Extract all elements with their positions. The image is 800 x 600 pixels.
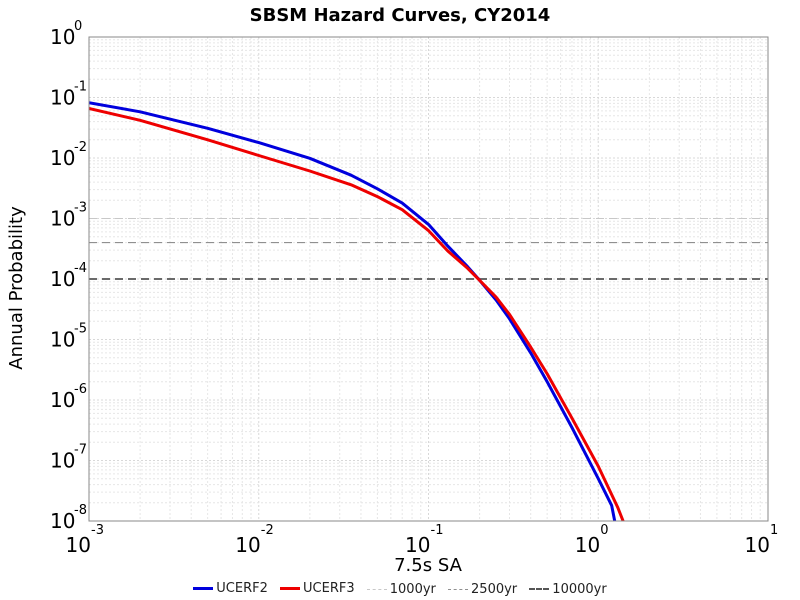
series-line-ucerf2	[89, 101, 617, 521]
legend-item-ucerf2: UCERF2	[193, 581, 268, 596]
legend-swatch-1000yr	[366, 589, 387, 590]
y-tick-base: 10	[50, 388, 75, 412]
legend-swatch-2500yr	[448, 589, 469, 590]
y-axis-label: Annual Probability	[6, 206, 27, 370]
x-tick-base: 10	[235, 533, 260, 557]
y-tick-label: 10-2	[50, 140, 87, 170]
plot-border	[88, 36, 769, 522]
legend-item-1000yr: 1000yr	[366, 582, 436, 597]
y-tick-base: 10	[50, 207, 75, 231]
x-tick-exponent: 1	[770, 523, 778, 538]
x-tick-exponent: -3	[91, 523, 104, 538]
x-tick-exponent: -2	[261, 523, 274, 538]
y-tick-exponent: -3	[74, 201, 87, 216]
y-tick-label: 10-1	[50, 80, 87, 110]
legend-swatch-ucerf2	[193, 587, 214, 590]
x-axis-label: 7.5s SA	[394, 555, 462, 576]
y-tick-base: 10	[50, 267, 75, 291]
y-tick-label: 10-8	[50, 503, 87, 533]
legend-label-ucerf2: UCERF2	[216, 581, 268, 596]
legend-label-ucerf3: UCERF3	[303, 581, 355, 596]
y-tick-base: 10	[50, 328, 75, 352]
legend-label-1000yr: 1000yr	[389, 582, 436, 597]
x-tick-base: 10	[745, 533, 770, 557]
y-tick-exponent: 0	[74, 19, 82, 34]
y-tick-label: 10-7	[50, 443, 87, 473]
legend-swatch-10000yr	[529, 588, 550, 590]
y-tick-exponent: -1	[74, 80, 87, 95]
y-tick-label: 10-6	[50, 382, 87, 412]
y-tick-label: 10-3	[50, 201, 87, 231]
legend-item-2500yr: 2500yr	[448, 582, 517, 597]
y-tick-label: 10-4	[50, 261, 87, 291]
legend-item-10000yr: 10000yr	[529, 581, 607, 597]
y-tick-base: 10	[50, 509, 75, 533]
series-line-ucerf3	[89, 106, 625, 521]
y-tick-exponent: -6	[74, 382, 87, 397]
y-tick-base: 10	[50, 449, 75, 473]
series-group	[89, 101, 625, 521]
legend-label-2500yr: 2500yr	[471, 582, 518, 597]
legend-swatch-ucerf3	[280, 587, 301, 590]
y-tick-label: 10-5	[50, 322, 87, 352]
y-tick-exponent: -2	[74, 140, 87, 155]
x-tick-label: 10-1	[405, 523, 443, 557]
chart-legend: UCERF2 UCERF3 1000yr 2500yr 10000yr	[0, 579, 800, 597]
legend-label-10000yr: 10000yr	[552, 581, 607, 597]
x-tick-base: 10	[66, 533, 91, 557]
y-tick-exponent: -7	[74, 443, 87, 458]
y-tick-base: 10	[50, 25, 75, 49]
y-tick-exponent: -5	[74, 322, 87, 337]
chart-title: SBSM Hazard Curves, CY2014	[250, 5, 551, 26]
y-tick-label: 100	[50, 19, 82, 49]
x-tick-label: 10-3	[66, 523, 104, 557]
legend-item-ucerf3: UCERF3	[280, 581, 355, 596]
y-tick-exponent: -8	[74, 503, 87, 518]
y-tick-exponent: -4	[74, 261, 87, 276]
x-tick-exponent: -1	[431, 523, 444, 538]
y-tick-base: 10	[50, 86, 75, 110]
x-tick-label: 100	[575, 523, 609, 557]
x-tick-label: 101	[745, 523, 779, 557]
x-tick-label: 10-2	[235, 523, 273, 557]
x-tick-base: 10	[575, 533, 600, 557]
y-tick-base: 10	[50, 146, 75, 170]
x-tick-exponent: 0	[600, 523, 608, 538]
x-tick-base: 10	[405, 533, 430, 557]
